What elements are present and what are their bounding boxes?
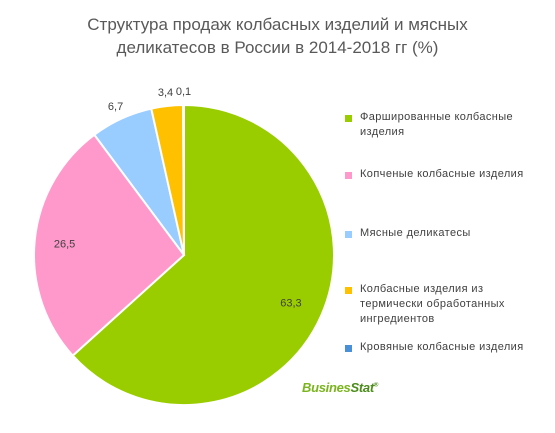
legend-swatch-blood xyxy=(345,345,352,352)
legend-swatch-stuffed xyxy=(345,115,352,122)
value-label-stuffed: 63,3 xyxy=(280,297,301,309)
pie-slice-blood xyxy=(182,103,185,256)
legend-label-heat-treated: Колбасные изделия из термически обработа… xyxy=(360,282,540,327)
pie-slice-stuffed xyxy=(71,103,335,406)
logo-text-business: Busines xyxy=(302,380,351,395)
legend-swatch-delicacies xyxy=(345,231,352,238)
chart-title-line-2: деликатесов в России в 2014-2018 гг (%) xyxy=(116,38,439,57)
legend-swatch-heat-treated xyxy=(345,287,352,294)
value-label-blood: 0,1 xyxy=(176,86,191,98)
legend-label-smoked: Копченые колбасные изделия xyxy=(360,167,540,182)
legend-label-smoked-line-1: Копченые колбасные изделия xyxy=(360,168,524,180)
legend-label-blood-line-1: Кровяные колбасные изделия xyxy=(360,341,524,353)
legend-label-stuffed-line-1: Фаршированные колбасные xyxy=(360,111,514,123)
legend-label-stuffed: Фаршированные колбасные изделия xyxy=(360,110,540,140)
chart-title-line-1: Структура продаж колбасных изделий и мяс… xyxy=(87,15,468,34)
legend-label-heat-treated-line-3: ингредиентов xyxy=(360,313,435,325)
businessstat-logo: BusinesStat® xyxy=(302,380,378,395)
pie-slice-smoked xyxy=(33,133,186,358)
logo-registered-mark: ® xyxy=(373,382,378,389)
chart-title: Структура продаж колбасных изделий и мяс… xyxy=(0,13,555,59)
legend-label-delicacies: Мясные деликатесы xyxy=(360,226,540,241)
value-label-smoked: 26,5 xyxy=(54,238,75,250)
legend-label-heat-treated-line-2: термически обработанных xyxy=(360,298,505,310)
value-label-heat-treated: 3,4 xyxy=(158,87,173,99)
legend-label-delicacies-line-1: Мясные деликатесы xyxy=(360,227,471,239)
pie-value-labels: 63,3 26,5 6,7 3,4 0,1 xyxy=(54,86,302,309)
pie-slices xyxy=(33,103,335,406)
legend-label-blood: Кровяные колбасные изделия xyxy=(360,340,540,355)
value-label-delicacies: 6,7 xyxy=(108,101,123,113)
logo-text-stat: Stat xyxy=(350,380,374,395)
legend-label-heat-treated-line-1: Колбасные изделия из xyxy=(360,283,484,295)
legend-label-stuffed-line-2: изделия xyxy=(360,126,405,138)
legend-swatch-smoked xyxy=(345,172,352,179)
